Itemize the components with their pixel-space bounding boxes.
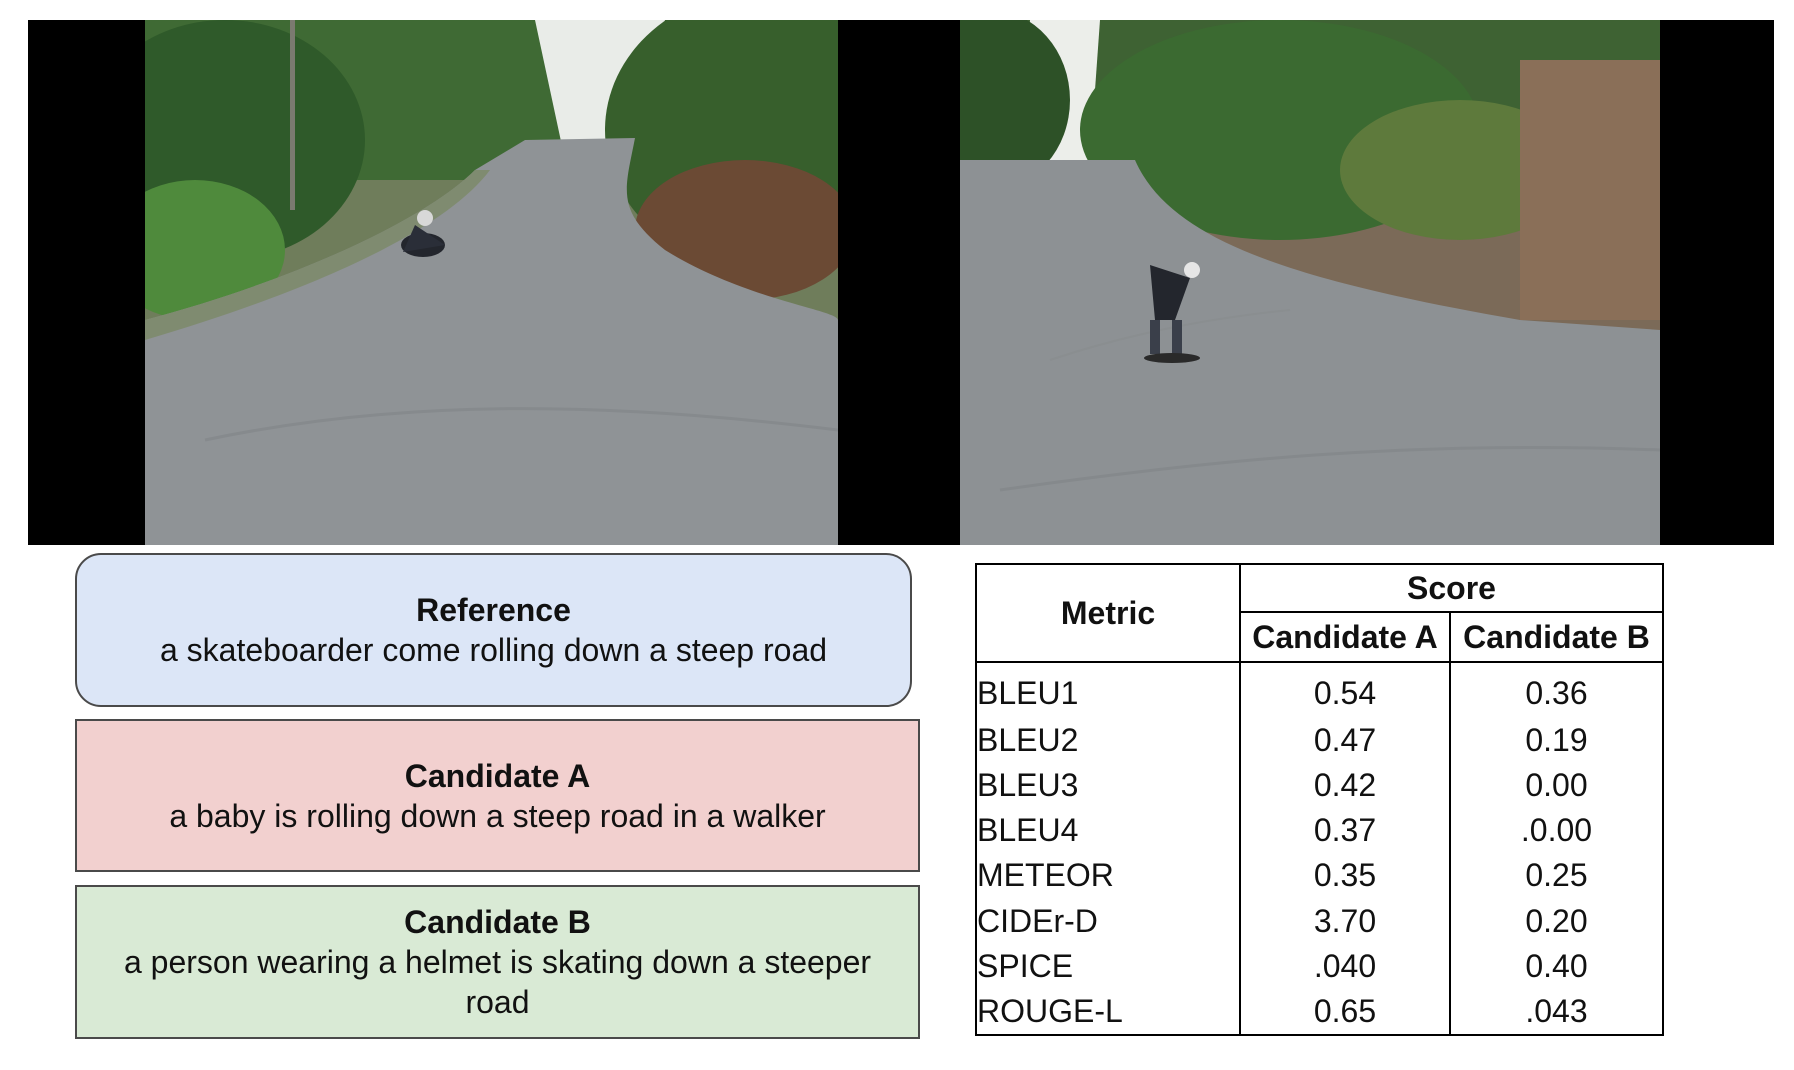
table-row: BLEU4 0.37 .0.00 <box>976 807 1663 853</box>
candidate-b-caption-box: Candidate B a person wearing a helmet is… <box>75 885 920 1039</box>
candidate-b-title: Candidate B <box>404 904 591 940</box>
table-row: BLEU3 0.42 0.00 <box>976 762 1663 808</box>
candidate-b-score: 0.19 <box>1525 721 1588 758</box>
score-column-header: Score <box>1240 564 1663 613</box>
candidate-a-score: 0.35 <box>1240 852 1451 898</box>
candidate-a-score: 0.65 <box>1240 988 1451 1035</box>
table-row: METEOR 0.35 0.25 <box>976 852 1663 898</box>
video-frame-right <box>960 20 1660 545</box>
metric-name: BLEU3 <box>976 762 1241 808</box>
candidate-b-score: 0.20 <box>1525 902 1588 939</box>
candidate-a-score: 3.70 <box>1240 897 1451 944</box>
table-row: SPICE .040 0.40 <box>976 943 1663 989</box>
candidate-a-caption-box: Candidate A a baby is rolling down a ste… <box>75 719 920 872</box>
video-frames-strip <box>28 20 1774 545</box>
candidate-a-caption-text: a baby is rolling down a steep road in a… <box>169 797 826 834</box>
candidate-a-score: 0.42 <box>1240 762 1451 808</box>
metric-name: SPICE <box>976 943 1241 989</box>
metric-column-header: Metric <box>976 564 1241 663</box>
candidate-a-score: .040 <box>1240 943 1451 989</box>
candidate-b-score: 0.36 <box>1525 675 1588 712</box>
candidate-a-column-header: Candidate A <box>1240 612 1451 663</box>
table-row: CIDEr-D 3.70 0.20 <box>976 897 1663 944</box>
metric-name: CIDEr-D <box>976 897 1241 944</box>
skateboarder-riding-photo <box>960 20 1660 545</box>
reference-caption-box: Reference a skateboarder come rolling do… <box>75 553 912 707</box>
candidate-b-score: .043 <box>1525 993 1588 1030</box>
candidate-b-caption-text: a person wearing a helmet is skating dow… <box>123 944 872 1020</box>
candidate-b-score: 0.00 <box>1525 766 1588 803</box>
table-row: BLEU2 0.47 0.19 <box>976 717 1663 763</box>
candidate-a-score: 0.47 <box>1240 717 1451 763</box>
metric-scores-table: Metric Score Candidate A Candidate B BLE… <box>975 563 1664 1036</box>
candidate-a-score: 0.37 <box>1240 807 1451 853</box>
candidate-b-score: 0.40 <box>1525 947 1588 984</box>
candidate-b-score: .0.00 <box>1520 812 1593 849</box>
skateboarder-fallen-photo <box>145 20 838 545</box>
metric-name: BLEU1 <box>976 662 1241 718</box>
table-row: ROUGE-L 0.65 .043 <box>976 988 1663 1035</box>
table-row: BLEU1 0.54 0.36 <box>976 662 1663 718</box>
metric-name: BLEU4 <box>976 807 1241 853</box>
candidate-b-score: 0.25 <box>1525 857 1588 894</box>
video-frame-left <box>145 20 838 545</box>
candidate-a-title: Candidate A <box>404 757 591 794</box>
candidate-b-column-header: Candidate B <box>1450 612 1663 663</box>
reference-caption-text: a skateboarder come rolling down a steep… <box>159 632 828 668</box>
metric-name: BLEU2 <box>976 717 1241 763</box>
candidate-a-score: 0.54 <box>1240 662 1451 718</box>
reference-title: Reference <box>416 592 571 628</box>
metric-name: METEOR <box>976 852 1241 898</box>
metric-name: ROUGE-L <box>976 988 1241 1035</box>
